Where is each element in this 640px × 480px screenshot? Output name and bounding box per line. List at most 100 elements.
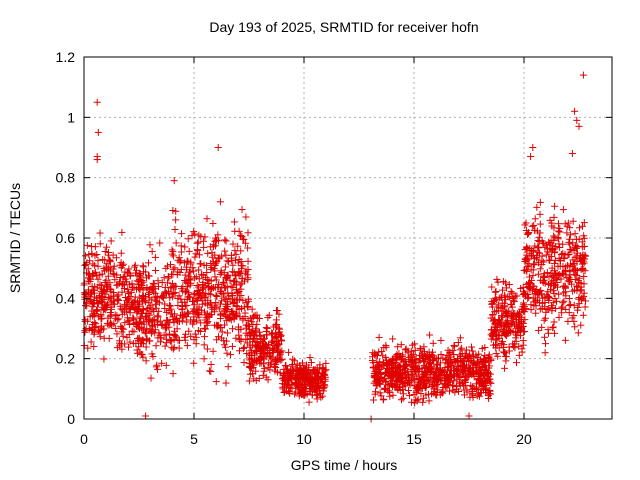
data-point xyxy=(156,239,164,247)
data-point xyxy=(163,316,171,324)
data-point xyxy=(571,323,579,331)
data-point xyxy=(166,301,174,309)
data-point xyxy=(216,254,224,262)
data-point xyxy=(229,300,237,308)
data-point xyxy=(216,270,224,278)
data-point xyxy=(193,281,201,289)
data-point xyxy=(275,324,283,332)
data-points xyxy=(80,71,590,423)
data-point xyxy=(192,250,200,258)
data-point xyxy=(121,340,129,348)
data-point xyxy=(100,293,108,301)
data-point xyxy=(204,249,212,257)
data-point xyxy=(104,282,112,290)
data-point xyxy=(94,262,102,270)
data-point xyxy=(94,128,102,136)
data-point xyxy=(89,310,97,318)
data-point xyxy=(192,340,200,348)
data-point xyxy=(531,215,539,223)
data-point xyxy=(155,307,163,315)
data-point xyxy=(228,342,236,350)
data-point xyxy=(109,300,117,308)
data-point xyxy=(244,257,252,265)
data-point xyxy=(125,316,133,324)
data-point xyxy=(102,276,110,284)
data-point xyxy=(555,290,563,298)
data-point xyxy=(542,340,550,348)
data-point xyxy=(124,318,132,326)
data-point xyxy=(242,299,250,307)
data-point xyxy=(178,305,186,313)
data-point xyxy=(120,273,128,281)
data-point xyxy=(536,198,544,206)
data-point xyxy=(551,202,559,210)
data-point xyxy=(184,289,192,297)
data-point xyxy=(90,319,98,327)
data-point xyxy=(234,323,242,331)
data-point xyxy=(177,265,185,273)
data-point xyxy=(118,324,126,332)
data-point xyxy=(106,258,114,266)
data-point xyxy=(219,310,227,318)
data-point xyxy=(116,273,124,281)
data-point xyxy=(169,293,177,301)
data-point xyxy=(227,351,235,359)
data-point xyxy=(206,367,214,375)
data-point xyxy=(119,332,127,340)
data-point xyxy=(172,333,180,341)
data-point xyxy=(242,213,250,221)
data-point xyxy=(181,271,189,279)
data-point xyxy=(519,341,527,349)
data-point xyxy=(239,235,247,243)
data-point xyxy=(231,296,239,304)
data-point xyxy=(151,253,159,261)
data-point xyxy=(426,331,434,339)
data-point xyxy=(139,340,147,348)
data-point xyxy=(162,339,170,347)
chart-title: Day 193 of 2025, SRMTID for receiver hof… xyxy=(209,19,478,35)
data-point xyxy=(238,232,246,240)
data-point xyxy=(406,391,414,399)
data-point xyxy=(121,300,129,308)
data-point xyxy=(262,324,270,332)
x-tick-label: 0 xyxy=(80,431,88,447)
x-tick-label: 20 xyxy=(516,431,532,447)
data-point xyxy=(230,315,238,323)
data-point xyxy=(107,237,115,245)
data-point xyxy=(153,312,161,320)
data-point xyxy=(271,321,279,329)
data-point xyxy=(268,330,276,338)
data-point xyxy=(565,238,573,246)
data-point xyxy=(189,320,197,328)
data-point xyxy=(130,320,138,328)
data-point xyxy=(162,264,170,272)
data-point xyxy=(203,321,211,329)
data-point xyxy=(305,398,313,406)
data-point xyxy=(210,264,218,272)
data-point xyxy=(107,320,115,328)
data-point xyxy=(221,284,229,292)
data-point xyxy=(221,321,229,329)
data-point xyxy=(189,297,197,305)
data-point xyxy=(250,335,258,343)
data-point xyxy=(92,306,100,314)
data-point xyxy=(248,318,256,326)
data-point xyxy=(149,328,157,336)
data-point xyxy=(125,343,133,351)
data-point xyxy=(215,237,223,245)
data-point xyxy=(276,348,284,356)
data-point xyxy=(168,310,176,318)
data-point xyxy=(125,296,133,304)
data-point xyxy=(142,292,150,300)
data-point xyxy=(191,330,199,338)
data-point xyxy=(196,289,204,297)
data-point xyxy=(184,283,192,291)
data-point xyxy=(169,345,177,353)
data-point xyxy=(209,347,217,355)
data-point xyxy=(566,231,574,239)
data-point xyxy=(223,349,231,357)
data-point xyxy=(143,304,151,312)
data-point xyxy=(245,325,253,333)
data-point xyxy=(195,231,203,239)
data-point xyxy=(215,333,223,341)
